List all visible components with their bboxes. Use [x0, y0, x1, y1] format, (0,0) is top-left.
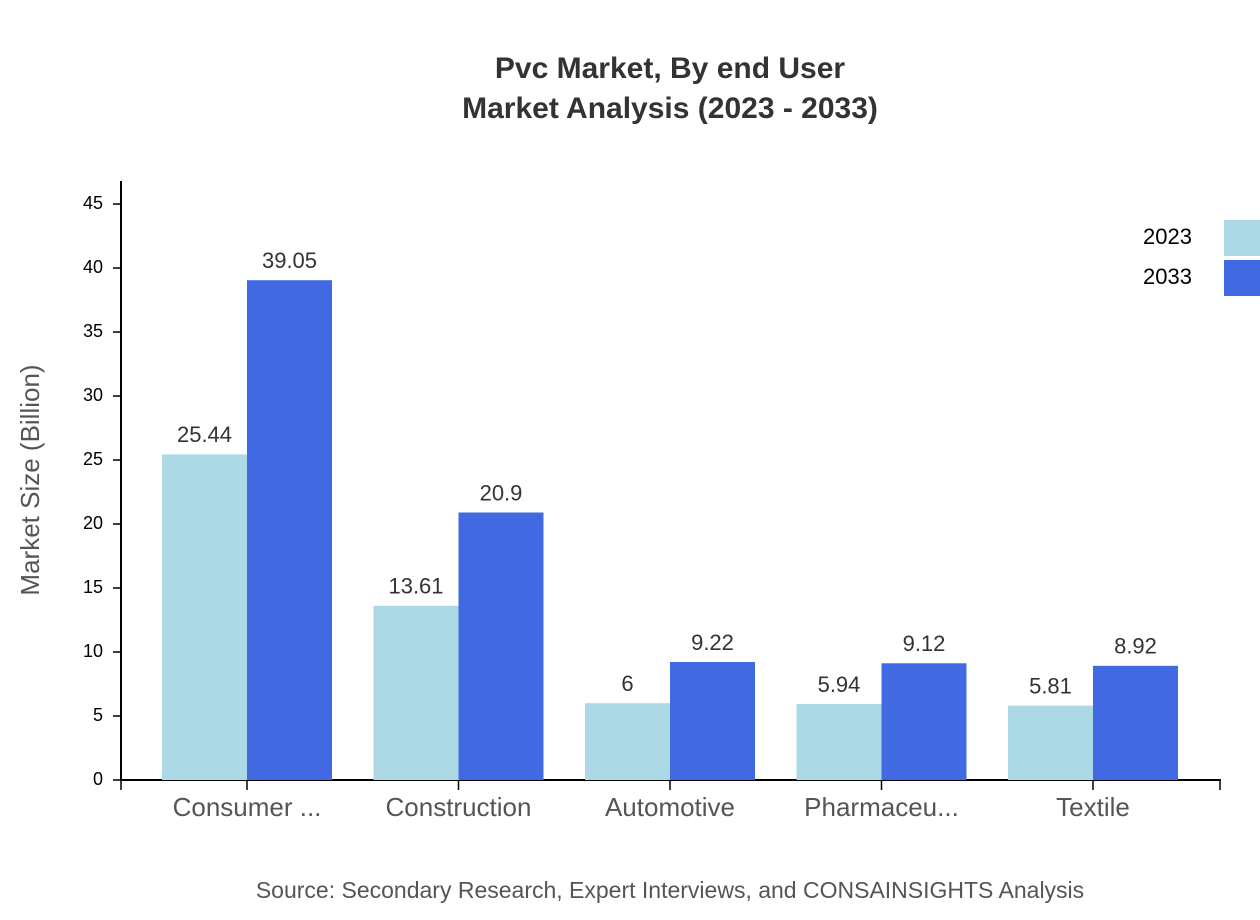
chart-title: Pvc Market, By end User	[495, 52, 845, 85]
y-tick-label: 15	[83, 577, 103, 597]
bar	[881, 663, 967, 780]
bar	[1093, 665, 1178, 780]
y-tick-label: 45	[83, 193, 103, 213]
value-label: 9.12	[903, 631, 946, 656]
value-label: 25.44	[177, 422, 232, 447]
x-tick-label: Textile	[1056, 792, 1130, 822]
value-label: 6	[621, 671, 633, 696]
y-tick-label: 0	[93, 769, 103, 789]
bar	[162, 454, 247, 780]
value-label: 5.94	[818, 672, 861, 697]
y-tick-label: 30	[83, 385, 103, 405]
x-tick-label: Automotive	[605, 792, 735, 822]
bar	[796, 703, 882, 780]
legend-swatch	[1224, 260, 1260, 296]
bar	[458, 512, 544, 780]
bar	[585, 703, 670, 780]
y-tick-label: 35	[83, 321, 103, 341]
y-tick-label: 5	[93, 705, 103, 725]
bar	[670, 661, 755, 780]
value-label: 5.81	[1029, 673, 1072, 698]
y-tick-label: 40	[83, 257, 103, 277]
value-label: 9.22	[691, 630, 734, 655]
legend-label: 2033	[1143, 264, 1192, 289]
legend-swatch	[1224, 220, 1260, 256]
legend-label: 2023	[1143, 224, 1192, 249]
chart-subtitle: Market Analysis (2023 - 2033)	[462, 92, 878, 125]
source-note: Source: Secondary Research, Expert Inter…	[256, 877, 1084, 903]
value-label: 20.9	[480, 480, 523, 505]
y-tick-label: 25	[83, 449, 103, 469]
bar	[247, 280, 332, 780]
x-tick-label: Construction	[386, 792, 532, 822]
value-label: 8.92	[1114, 634, 1157, 659]
value-label: 39.05	[262, 248, 317, 273]
bar	[1008, 705, 1093, 780]
y-tick-label: 10	[83, 641, 103, 661]
x-tick-label: Consumer ...	[173, 792, 322, 822]
value-label: 13.61	[388, 574, 443, 599]
x-tick-label: Pharmaceu...	[804, 792, 959, 822]
y-tick-label: 20	[83, 513, 103, 533]
bar	[373, 605, 459, 780]
y-axis-label: Market Size (Billion)	[15, 364, 45, 595]
